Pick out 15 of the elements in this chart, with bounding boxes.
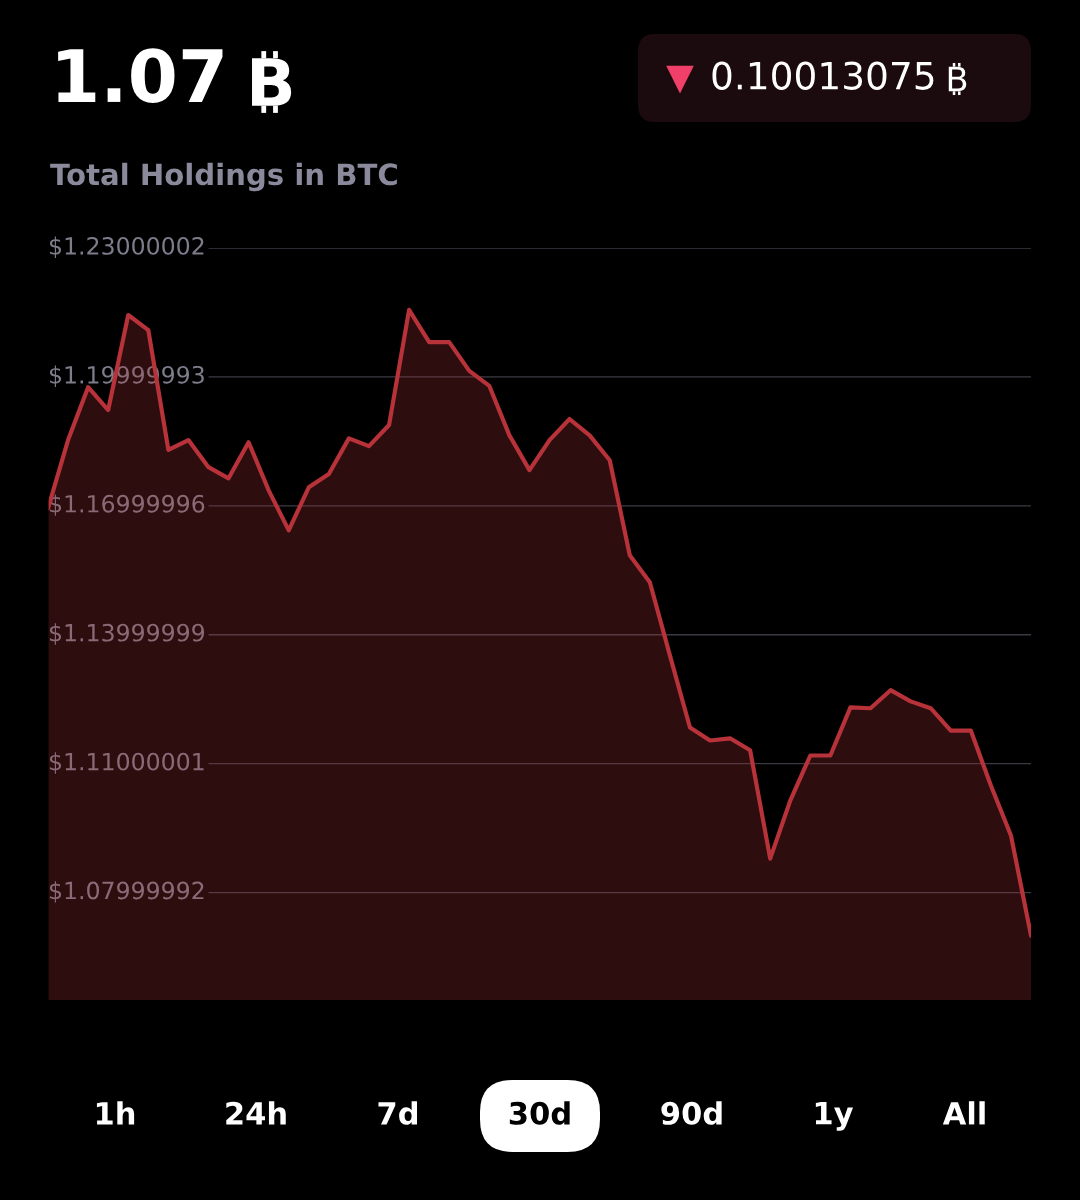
y-tick-label: $1.13999999 [49,623,205,645]
text: 7d [378,1101,417,1125]
text: 1h [96,1101,135,1125]
text: 30d [509,1101,570,1125]
text: 24h [226,1101,286,1125]
text: ▼ 0.10013075 [666,61,934,94]
text: All [942,1101,985,1125]
y-tick-label: $1.07999992 [49,881,204,903]
chart-subtitle: Total Holdings in BTC [50,162,397,192]
y-tick-label: $1.23000002 [49,236,204,258]
y-tick-label: $1.16999996 [49,494,205,516]
text: 1y [815,1101,854,1131]
chart-title: 1.07 [58,48,223,103]
text: 90d [661,1101,722,1125]
y-tick-label: $1.11000001 [49,752,204,774]
